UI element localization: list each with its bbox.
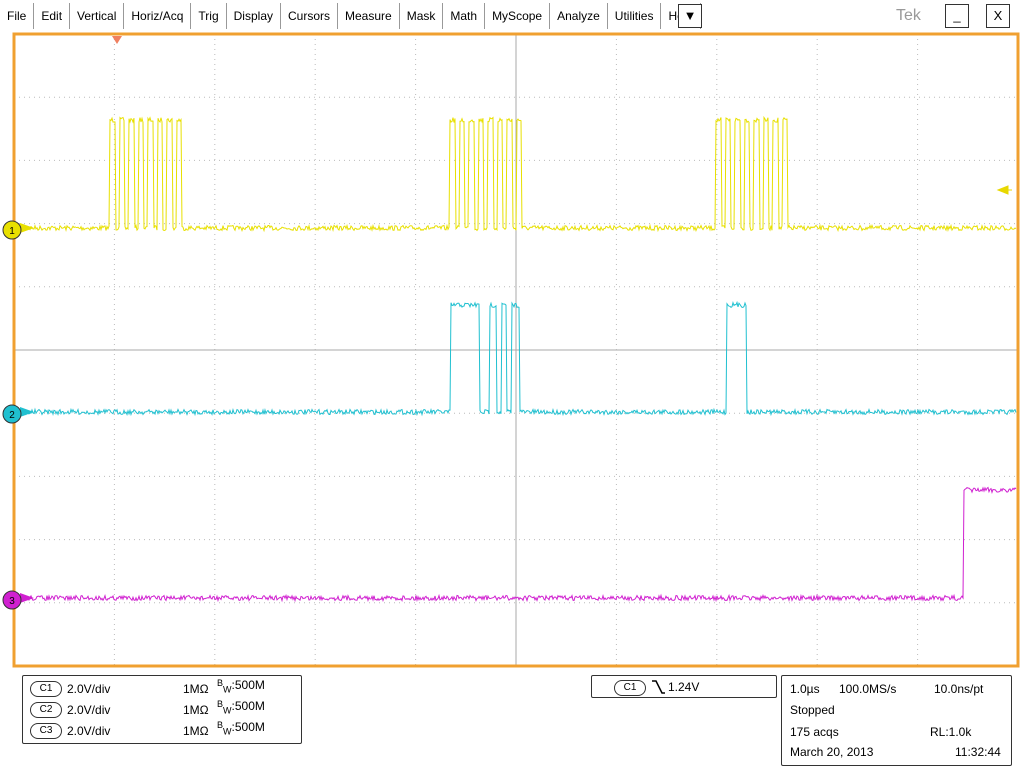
menu-item[interactable]: Vertical: [70, 3, 125, 29]
menu-item[interactable]: Mask: [400, 3, 444, 29]
marker-label: 3: [9, 596, 15, 607]
acquisition-info: 1.0µs 100.0MS/s 10.0ns/pt Stopped 175 ac…: [781, 675, 1012, 766]
menu-item[interactable]: MyScope: [485, 3, 551, 29]
marker-circle: [2, 590, 22, 610]
marker-label: 2: [9, 410, 15, 421]
bw-prefix: B: [217, 699, 224, 709]
menu-bar: File Edit Vertical Horiz/Acq Trig Display Curs…: [0, 0, 702, 32]
marker-pointer: [20, 223, 34, 233]
trigger-edge-icon: [652, 680, 665, 694]
bw-sub: W: [223, 684, 232, 695]
trigger-level: 1.24V: [668, 680, 700, 694]
menu-item[interactable]: Analyze: [550, 3, 608, 29]
channel-info: C1 2.0V/div 1MΩ BW:500M C2 2.0V/div 1MΩ BW:500M…: [22, 675, 302, 744]
acq-state: Stopped: [790, 703, 835, 717]
trigger-info: C1 1.24V: [591, 675, 777, 698]
channel-marker: 3: [2, 590, 34, 610]
menu-item[interactable]: File: [0, 3, 35, 29]
channel-impedance: 1MΩ: [183, 724, 209, 738]
record-length: RL:1.0k: [930, 725, 972, 739]
menu-item[interactable]: Trig: [191, 3, 227, 29]
channel-impedance: 1MΩ: [183, 703, 209, 717]
brand: Tek: [896, 7, 921, 24]
bw-sub: W: [223, 705, 232, 716]
marker-label: 1: [9, 226, 15, 237]
bw-prefix: B: [217, 678, 224, 688]
minimize-button[interactable]: _: [945, 4, 969, 28]
channel-impedance: 1MΩ: [183, 682, 209, 696]
channel-scale: 2.0V/div: [67, 703, 111, 717]
sample-rate: 100.0MS/s: [839, 682, 897, 696]
time: 11:32:44: [955, 745, 1001, 759]
menu-item[interactable]: Display: [227, 3, 281, 29]
menu-item[interactable]: Horiz/Acq: [124, 3, 192, 29]
bw-value: :500M: [231, 720, 265, 734]
dropdown-button[interactable]: ▼: [678, 4, 702, 28]
date: March 20, 2013: [790, 745, 874, 759]
waveform: [17, 486, 1017, 603]
menu-item[interactable]: Measure: [338, 3, 400, 29]
time-scale: 1.0µs: [790, 682, 820, 696]
menu-item[interactable]: Utilities: [608, 3, 662, 29]
trigger-source: C1: [614, 680, 646, 696]
channel-bandwidth: BW:500M: [217, 678, 265, 694]
marker-circle: [2, 220, 22, 240]
acq-count: 175 acqs: [790, 725, 839, 739]
channel-marker: 2: [2, 404, 34, 424]
waveform: [17, 115, 1017, 233]
menu-item[interactable]: Math: [443, 3, 486, 29]
channel-bandwidth: BW:500M: [217, 720, 265, 736]
bw-value: :500M: [231, 699, 265, 713]
channel-badge: C3: [30, 723, 62, 739]
bw-value: :500M: [231, 678, 265, 692]
resolution: 10.0ns/pt: [934, 682, 984, 696]
channel-marker: 1: [2, 220, 34, 240]
channel-scale: 2.0V/div: [67, 682, 111, 696]
channel-badge: C2: [30, 702, 62, 718]
trigger-level-marker: [996, 185, 1012, 195]
marker-circle: [2, 404, 22, 424]
channel-scale: 2.0V/div: [67, 724, 111, 738]
channel-badge: C1: [30, 681, 62, 697]
marker-pointer: [20, 593, 34, 603]
graticule-border: [12, 32, 1020, 668]
menu-item[interactable]: Edit: [34, 3, 71, 29]
waveform: [17, 300, 1017, 417]
trigger-position: [112, 36, 122, 44]
graticule: 1 2 3: [2, 32, 1020, 668]
close-button[interactable]: X: [986, 4, 1010, 28]
menu-item[interactable]: Cursors: [281, 3, 339, 29]
bw-sub: W: [223, 726, 232, 737]
channel-bandwidth: BW:500M: [217, 699, 265, 715]
bw-prefix: B: [217, 720, 224, 730]
marker-pointer: [20, 407, 34, 417]
